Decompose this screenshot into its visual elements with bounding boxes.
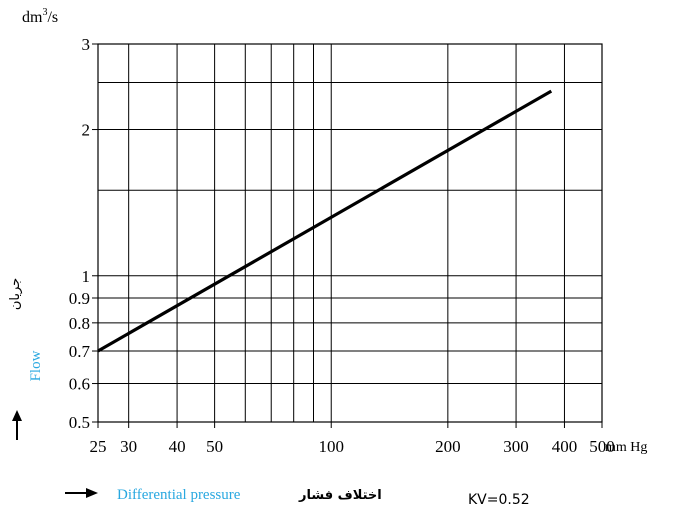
x-tick-label: 40 — [169, 437, 186, 456]
flow-series-line — [97, 89, 553, 353]
plot-frame — [97, 43, 603, 423]
x-tick-label: 30 — [120, 437, 137, 456]
x-tick-label: 50 — [206, 437, 223, 456]
y-tick-label: 0.6 — [69, 375, 90, 394]
x-axis-arrow — [65, 488, 98, 498]
x-tick-label: 100 — [318, 437, 344, 456]
y-tick-label: 0.9 — [69, 289, 90, 308]
y-tick-label: 3 — [82, 35, 91, 54]
grid-lines — [92, 43, 603, 428]
y-tick-label: 2 — [82, 121, 91, 140]
x-unit-label: mm Hg — [605, 440, 647, 455]
y-axis-arrow — [12, 410, 22, 440]
series-layer — [97, 89, 553, 353]
y-tick-label: 1 — [82, 267, 91, 286]
y-tick-label: 0.5 — [69, 413, 90, 432]
y-tick-labels: 0.5 0.6 0.7 0.8 0.9 1 2 3 — [69, 35, 91, 432]
x-tick-labels: 25 30 40 50 100 200 300 400 500 — [90, 437, 615, 456]
x-tick-label: 25 — [90, 437, 107, 456]
y-tick-label: 0.8 — [69, 314, 90, 333]
y-unit-label: dm3/s — [22, 7, 58, 26]
x-axis-label-en: Differential pressure — [117, 487, 241, 503]
y-axis-label-fa: جریان — [8, 278, 23, 310]
x-tick-label: 400 — [552, 437, 578, 456]
x-tick-label: 200 — [435, 437, 461, 456]
x-tick-label: 500 — [589, 437, 615, 456]
kv-annotation: KV=0.52 — [468, 492, 530, 508]
x-tick-label: 300 — [503, 437, 529, 456]
y-tick-label: 0.7 — [69, 342, 91, 361]
x-axis-label-fa: اختلاف فشار — [298, 488, 382, 503]
y-axis-label-en: Flow — [28, 350, 44, 381]
